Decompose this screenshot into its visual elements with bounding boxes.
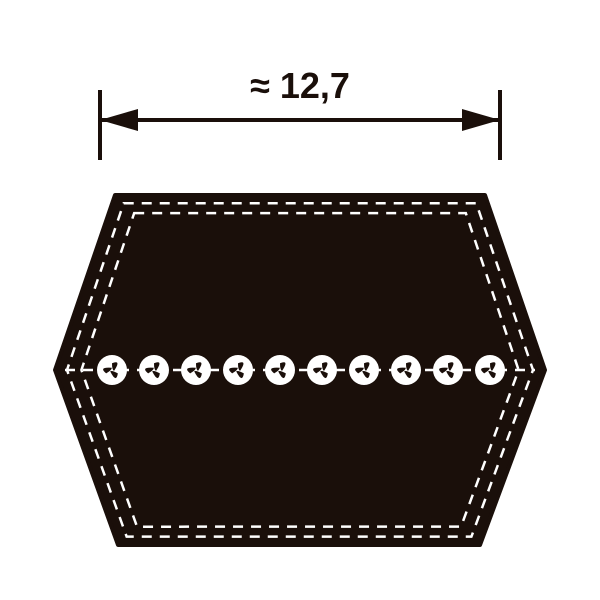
dim-label: ≈ 12,7 xyxy=(250,65,350,106)
belt-hexagon xyxy=(55,195,545,545)
cord-icon xyxy=(265,355,295,385)
cord-disc xyxy=(181,355,211,385)
cord-icon xyxy=(391,355,421,385)
cord-disc xyxy=(433,355,463,385)
cord-icon xyxy=(307,355,337,385)
cord-disc xyxy=(391,355,421,385)
cord-icon xyxy=(97,355,127,385)
cord-disc xyxy=(475,355,505,385)
cord-disc xyxy=(97,355,127,385)
cord-disc xyxy=(223,355,253,385)
cord-icon xyxy=(433,355,463,385)
cord-disc xyxy=(265,355,295,385)
cord-icon xyxy=(475,355,505,385)
cord-disc xyxy=(307,355,337,385)
cord-icon xyxy=(181,355,211,385)
cord-icon xyxy=(349,355,379,385)
cord-disc xyxy=(349,355,379,385)
cord-icon xyxy=(139,355,169,385)
cord-disc xyxy=(139,355,169,385)
cord-icon xyxy=(223,355,253,385)
belt-cross-section-diagram: ≈ 12,7 xyxy=(0,0,600,600)
